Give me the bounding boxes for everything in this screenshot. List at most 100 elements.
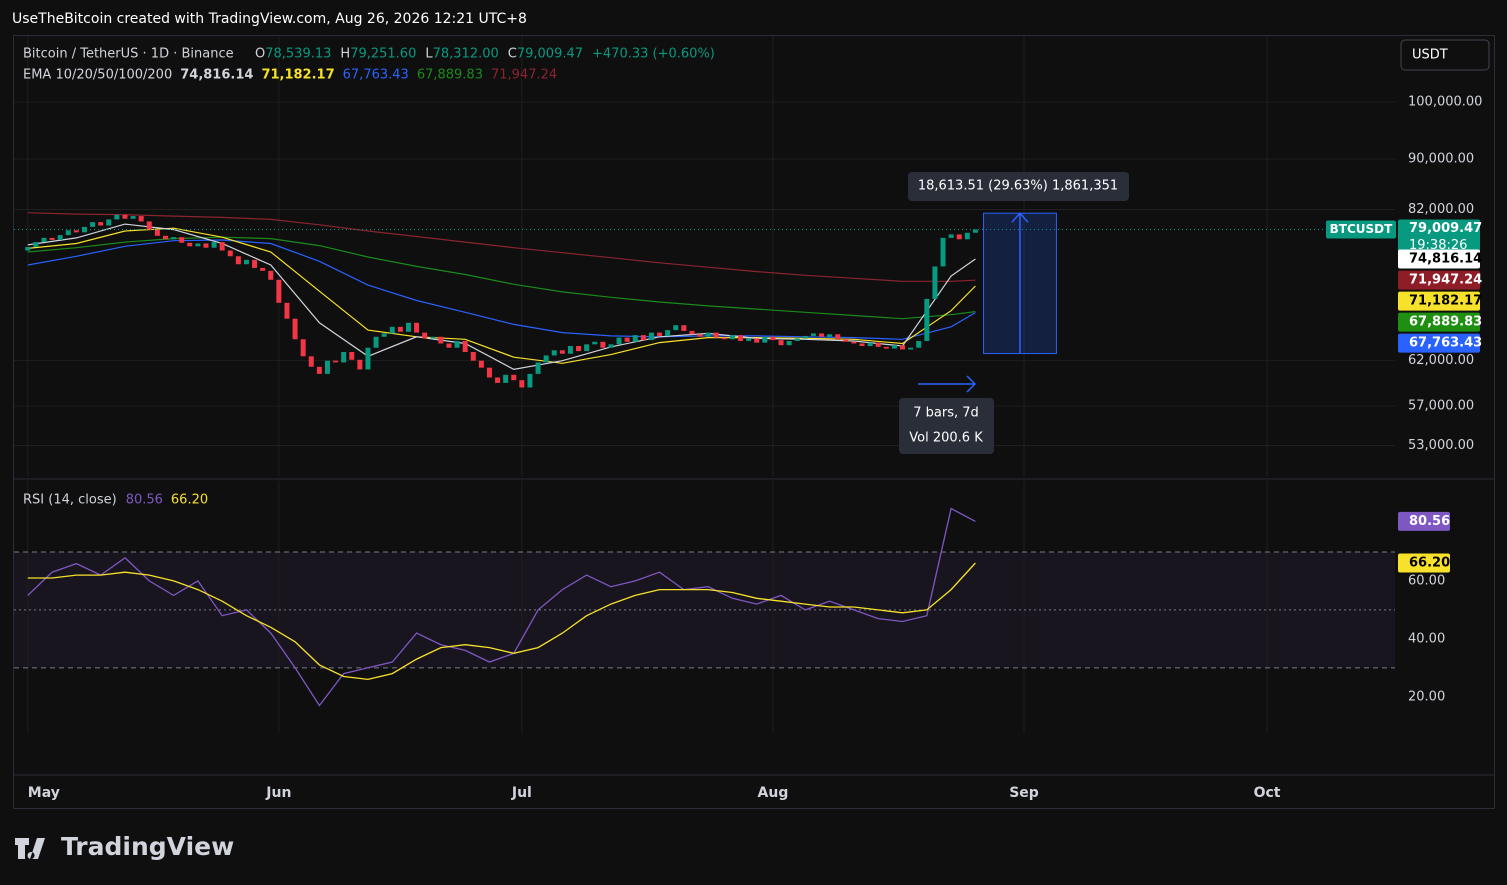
candle-body [576,346,582,352]
candle-body [705,332,711,337]
candle-body [260,267,266,271]
logo-text: TradingView [61,832,234,861]
candle-body [673,325,679,331]
ohlc-value: 79,251.60 [350,47,416,62]
candle-body [179,237,185,243]
candle-body [827,334,833,337]
candle-body [389,326,395,334]
currency-button[interactable] [1400,39,1490,71]
ohlc-value: 79,009.47 [517,47,583,62]
y-tick-label: 82,000.00 [1408,202,1474,217]
candle-body [316,366,322,374]
candle-body [65,230,71,236]
candle-body [268,270,274,280]
ohlc-key: H [340,47,350,62]
candle-body [146,221,152,230]
candle-body [276,279,282,303]
candle-body [495,377,501,383]
candle-body [381,333,387,337]
candle-body [519,380,525,388]
candle-body [81,226,87,233]
chart-frame [13,35,1495,809]
candle-body [219,242,225,251]
candle-body [187,242,193,247]
price-label-tag [1398,291,1480,311]
candle-body [470,352,476,361]
candle-body [908,347,914,350]
candle-body [632,335,638,342]
candle-body [567,346,573,354]
price-label-tag [1398,249,1480,269]
x-tick-label: Aug [758,785,789,801]
rsi-line [27,562,976,681]
candle-body [227,250,233,257]
candle-body [600,341,606,348]
ohlc-value: 78,539.13 [265,47,331,62]
candle-body [130,216,136,219]
y-tick-label: 62,000.00 [1408,353,1474,368]
rsi-legend-value: 80.56 [126,493,163,508]
candle-body [333,360,339,363]
candle-body [584,344,590,352]
candle-body [25,246,31,251]
bars-tag [899,398,994,454]
ohlc-key: C [508,47,517,62]
symbol-tag [1326,220,1396,239]
price-label-tag [1398,553,1450,573]
candle-body [843,339,849,342]
ohlc-value: 78,312.00 [433,47,499,62]
candle-body [486,367,492,378]
candle-body [114,214,120,220]
last-price-label: 79,009.47 [1409,221,1482,236]
candle-body [859,343,865,347]
volume-text: Vol 200.6 K [909,431,983,446]
candle-body [916,340,922,348]
candle-body [292,318,298,340]
x-tick-label: May [28,785,60,801]
candle-body [98,222,104,226]
candle-body [713,332,719,338]
y-tick-label: 20.00 [1408,689,1445,704]
price-label-text: 66.20 [1409,555,1450,570]
candle-body [106,219,112,226]
y-tick-label: 40.00 [1408,631,1445,646]
candle-body [57,235,63,240]
candle-body [373,336,379,348]
candle-body [138,216,144,222]
candle-body [624,337,630,342]
candle-body [511,374,517,381]
candle-body [964,232,970,240]
x-tick-label: Sep [1009,785,1039,801]
bars-arrow [918,375,977,393]
candle-body [883,346,889,349]
candle-body [802,335,808,339]
x-tick-label: Jul [511,785,532,801]
header-text: UseTheBitcoin created with TradingView.c… [12,11,527,27]
symbol-tag-text: BTCUSDT [1330,222,1393,236]
x-tick-label: Jun [265,785,291,801]
x-tick-label: Oct [1254,785,1281,801]
candle-body [235,256,241,265]
candle-body [397,326,403,332]
candle-body [851,341,857,344]
price-label-tag [1398,511,1450,531]
candle-body [211,242,217,248]
candle-body [478,360,484,368]
ema-legend-value: 71,947.24 [491,68,557,83]
ema-legend-value: 67,763.43 [343,68,409,83]
candle-body [365,347,371,370]
rsi-title: RSI (14, close) [23,493,117,508]
bars-text: 7 bars, 7d [913,406,979,421]
candle-body [721,337,727,340]
candle-body [462,340,468,353]
candle-body [122,214,128,219]
candle-body [819,333,825,337]
candle-body [648,332,654,341]
candle-body [592,341,598,345]
candle-body [932,266,938,299]
candle-body [640,335,646,341]
candle-body [438,336,444,344]
candle-body [73,230,79,233]
ema-legend-value: 74,816.14 [180,68,253,83]
